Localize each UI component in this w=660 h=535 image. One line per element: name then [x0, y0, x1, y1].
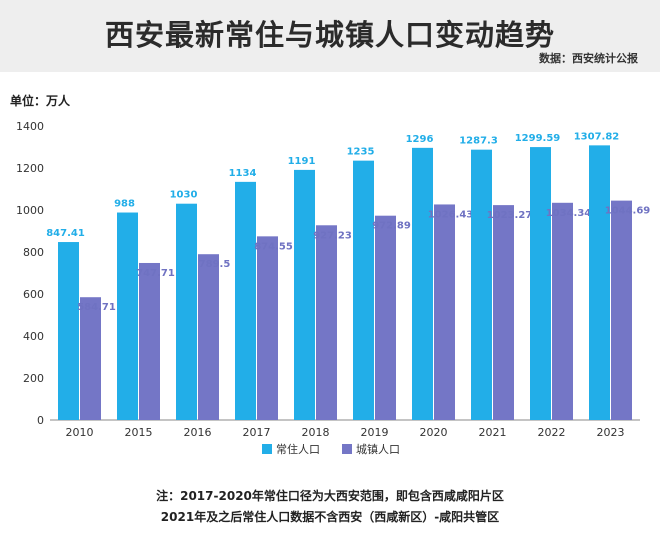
bar-label-resident: 1299.59	[515, 133, 561, 144]
title-band	[0, 0, 660, 72]
bar-label-resident: 1134	[229, 168, 257, 179]
bar-label-resident: 1307.82	[574, 131, 620, 142]
bar-label-resident: 1296	[406, 134, 434, 145]
bar-urban	[139, 262, 160, 420]
x-tick-label: 2010	[66, 426, 94, 439]
bar-urban	[611, 200, 632, 420]
x-tick-label: 2017	[243, 426, 271, 439]
bar-urban	[434, 204, 455, 420]
unit-label: 单位：万人	[10, 94, 71, 108]
bar-resident	[117, 212, 138, 420]
bar-label-urban: 747.71	[136, 268, 175, 279]
bar-label-resident: 1191	[288, 156, 316, 167]
legend-label: 城镇人口	[356, 442, 400, 456]
bar-label-urban: 1044.69	[605, 206, 651, 217]
bar-chart: 0 200 400 600 800 1000 1200 1400 847.41 584.71 201…	[16, 120, 651, 456]
y-tick-label: 200	[23, 372, 44, 385]
footnote-line-1: 注：2017-2020年常住口径为大西安范围，即包含西咸咸阳片区	[156, 489, 504, 503]
bar-label-resident: 1287.3	[459, 136, 498, 147]
x-tick-label: 2016	[184, 426, 212, 439]
y-tick-label: 0	[37, 414, 44, 427]
bar-urban	[198, 254, 219, 420]
x-tick-label: 2022	[538, 426, 566, 439]
bar-label-urban: 1026.43	[428, 209, 474, 220]
y-tick-label: 1400	[16, 120, 44, 133]
legend-label: 常住人口	[276, 442, 320, 456]
x-tick-label: 2018	[302, 426, 330, 439]
source-label: 数据：西安统计公报	[539, 52, 638, 65]
bar-label-urban: 927.23	[313, 230, 352, 241]
x-tick-label: 2021	[479, 426, 507, 439]
bar-urban	[375, 215, 396, 420]
bar-resident	[176, 203, 197, 420]
x-tick-label: 2019	[361, 426, 389, 439]
bar-label-resident: 1030	[170, 190, 198, 201]
x-tick-label: 2020	[420, 426, 448, 439]
y-tick-label: 400	[23, 330, 44, 343]
bar-urban	[316, 225, 337, 420]
legend-swatch	[342, 444, 352, 454]
bar-label-urban: 874.55	[254, 241, 293, 252]
bar-urban	[80, 297, 101, 420]
bar-resident	[530, 147, 551, 420]
bar-label-resident: 988	[114, 199, 135, 210]
bar-urban	[552, 202, 573, 420]
bar-label-urban: 789.5	[199, 259, 231, 270]
bar-label-urban: 584.71	[77, 302, 116, 313]
bar-resident	[589, 145, 610, 421]
bar-label-resident: 1235	[347, 147, 375, 158]
bar-resident	[58, 242, 79, 420]
x-tick-label: 2015	[125, 426, 153, 439]
x-tick-label: 2023	[597, 426, 625, 439]
bar-urban	[493, 205, 514, 420]
bar-label-resident: 847.41	[46, 228, 85, 239]
bar-resident	[294, 169, 315, 420]
bar-label-urban: 1023.27	[487, 210, 533, 221]
bar-resident	[471, 149, 492, 420]
y-tick-label: 1000	[16, 204, 44, 217]
y-tick-label: 600	[23, 288, 44, 301]
bar-urban	[257, 236, 278, 420]
chart-title: 西安最新常住与城镇人口变动趋势	[104, 18, 555, 52]
bar-label-urban: 1034.34	[546, 208, 592, 219]
bar-resident	[412, 147, 433, 420]
y-tick-label: 1200	[16, 162, 44, 175]
footnote-line-2: 2021年及之后常住人口数据不含西安（西咸新区）-咸阳共管区	[160, 510, 500, 524]
bar-resident	[235, 181, 256, 420]
bar-label-urban: 972.89	[372, 221, 411, 232]
bar-resident	[353, 160, 374, 420]
y-tick-label: 800	[23, 246, 44, 259]
legend-swatch	[262, 444, 272, 454]
